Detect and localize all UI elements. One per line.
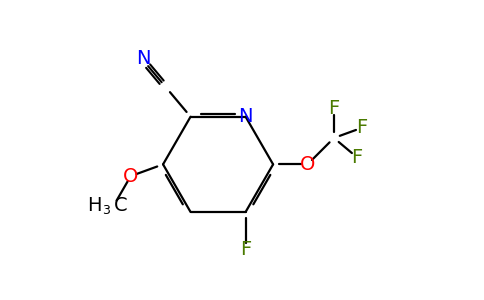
Text: O: O — [300, 155, 315, 174]
Text: C: C — [113, 196, 127, 215]
Text: F: F — [328, 99, 340, 118]
Text: F: F — [240, 240, 251, 259]
Text: O: O — [123, 167, 138, 186]
Text: N: N — [238, 107, 253, 126]
Text: N: N — [136, 49, 151, 68]
Text: F: F — [351, 148, 363, 166]
Text: 3: 3 — [102, 204, 110, 217]
Text: H: H — [87, 196, 102, 215]
Text: F: F — [356, 118, 367, 137]
